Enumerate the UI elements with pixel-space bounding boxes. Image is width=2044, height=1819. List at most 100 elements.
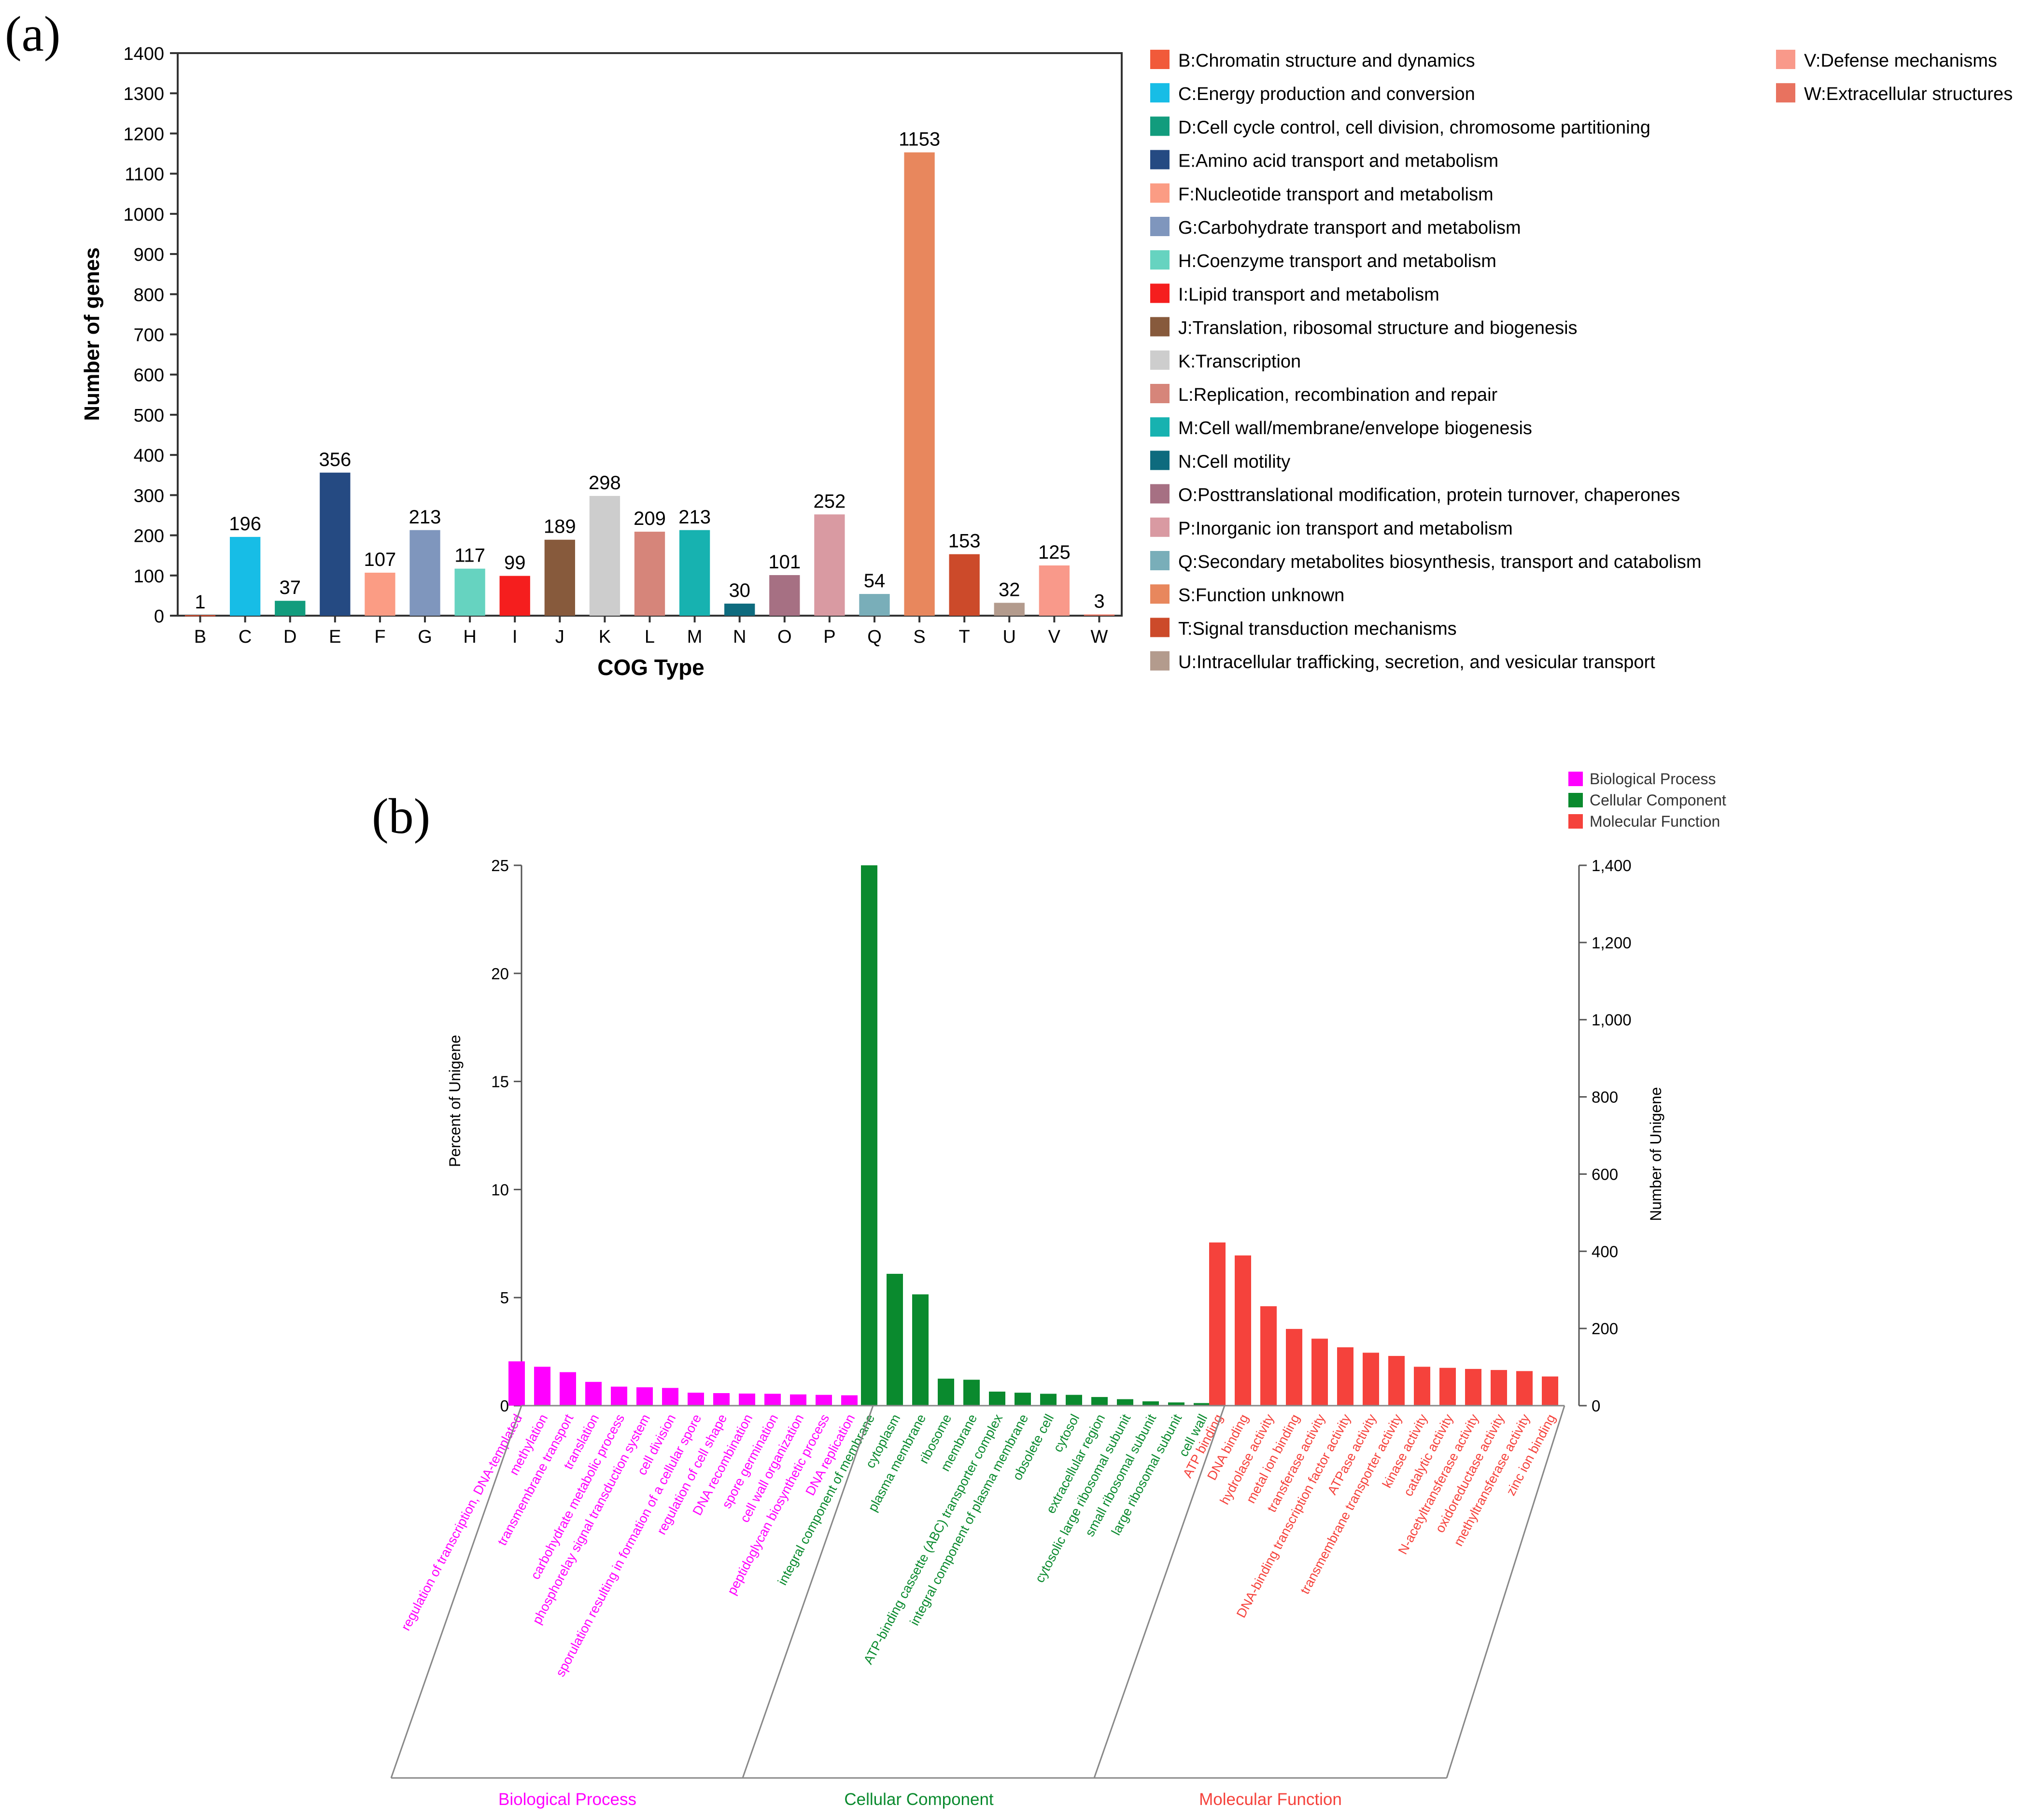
cog-bar-l (634, 532, 665, 616)
cog-legend-label-v: V:Defense mechanisms (1804, 51, 1997, 71)
go-bar-transferase-activity (1311, 1339, 1328, 1406)
cog-x-tick-label-u: U (1003, 627, 1016, 647)
cog-bar-t (949, 554, 980, 616)
cog-legend-swatch-f (1150, 183, 1170, 203)
go-left-tick-label: 10 (491, 1181, 509, 1199)
cog-bar-p (814, 514, 845, 616)
go-bar-carbohydrate-metabolic-process (611, 1386, 627, 1406)
go-right-tick-label: 600 (1592, 1165, 1618, 1183)
cog-legend-swatch-b (1150, 50, 1170, 69)
cog-legend-swatch-q (1150, 551, 1170, 570)
cog-value-label-g: 213 (409, 507, 441, 528)
cog-legend-label-j: J:Translation, ribosomal structure and b… (1178, 318, 1578, 338)
cog-value-label-i: 99 (504, 552, 526, 574)
panel-label-b: (b) (372, 789, 430, 844)
go-bar-transmembrane-transport (560, 1372, 576, 1406)
cog-y-tick-label: 900 (134, 245, 164, 265)
cog-bar-f (365, 572, 395, 616)
go-right-axis: 0 200 400 600 800 1,000 1,200 1,400 (1578, 857, 1632, 1415)
go-bar-dna-replication (841, 1395, 858, 1406)
cog-y-tick-label: 700 (134, 325, 164, 346)
cog-legend-label-p: P:Inorganic ion transport and metabolism (1178, 519, 1513, 539)
cog-x-axis-title: COG Type (597, 655, 705, 680)
cog-y-tick-label: 100 (134, 566, 164, 587)
go-legend: Biological Process Cellular Component Mole… (1568, 770, 1726, 830)
cog-value-label-c: 196 (229, 513, 261, 535)
cog-value-label-o: 101 (768, 551, 801, 573)
go-bar-spore-germination (764, 1394, 781, 1406)
go-bar-integral-component-of-membrane (861, 865, 877, 1406)
panel-label-a: (a) (5, 6, 60, 62)
go-group-labels: Biological Process Cellular Component Mo… (498, 1790, 1342, 1809)
cog-value-label-d: 37 (279, 577, 301, 598)
cog-legend-label-c: C:Energy production and conversion (1178, 84, 1475, 104)
cog-legend-swatch-c (1150, 83, 1170, 103)
cog-value-label-t: 153 (948, 531, 981, 552)
cog-legend-label-d: D:Cell cycle control, cell division, chr… (1178, 117, 1650, 138)
cog-value-label-e: 356 (319, 449, 351, 470)
cog-x-tick-label-s: S (913, 627, 925, 647)
go-bar-cell-wall-organization (790, 1394, 806, 1406)
go-bar-integral-component-of-plasma-membrane (1015, 1393, 1031, 1406)
go-bar-obsolete-cell (1040, 1394, 1057, 1406)
cog-legend-swatch-n (1150, 451, 1170, 470)
go-bar-regulation-of-cell-shape (713, 1393, 730, 1406)
cog-value-label-q: 54 (864, 570, 886, 592)
go-left-tick-label: 0 (500, 1397, 509, 1415)
go-bar-plasma-membrane (912, 1294, 929, 1406)
cog-bar-j (544, 539, 575, 616)
go-left-tick-label: 5 (500, 1289, 509, 1307)
cog-bars: 1 196 37 356 107 213 117 99 189 298 209 213 30 101 252… (184, 129, 1115, 617)
go-left-tick-label: 25 (491, 857, 509, 874)
go-group-label-biological-process: Biological Process (498, 1790, 636, 1809)
go-bar-methylation (534, 1367, 550, 1406)
go-perspective-base (390, 1405, 1565, 1779)
cog-value-label-l: 209 (634, 508, 666, 529)
cog-x-tick-label-g: G (418, 627, 432, 647)
go-left-tick-label: 15 (491, 1073, 509, 1091)
cog-legend-label-t: T:Signal transduction mechanisms (1178, 619, 1457, 639)
cog-x-tick-label-d: D (283, 627, 296, 647)
go-chart: Biological Process Cellular Component Mole… (390, 770, 1726, 1809)
cog-legend-label-b: B:Chromatin structure and dynamics (1178, 51, 1475, 71)
cog-x-tick-label-c: C (239, 627, 252, 647)
cog-y-tick-label: 600 (134, 366, 164, 386)
cog-legend-swatch-k (1150, 350, 1170, 370)
cog-legend-label-f: F:Nucleotide transport and metabolism (1178, 184, 1494, 205)
go-right-tick-label: 1,400 (1592, 857, 1632, 874)
cog-bar-h (454, 568, 485, 616)
cog-x-tick-label-h: H (463, 627, 476, 647)
go-group-label-cellular-component: Cellular Component (844, 1790, 994, 1809)
cog-bar-d (275, 601, 306, 616)
go-bar-catalytic-activity (1439, 1368, 1456, 1406)
cog-x-tick-label-i: I (512, 627, 518, 647)
cog-y-tick-label: 1000 (123, 205, 164, 225)
cog-legend-label-s: S:Function unknown (1178, 585, 1344, 606)
cog-bar-e (320, 472, 351, 616)
cog-legend-label-i: I:Lipid transport and metabolism (1178, 284, 1439, 305)
cog-bar-n (724, 604, 755, 616)
go-bar-dna-recombination (739, 1393, 755, 1406)
cog-x-tick-label-p: P (823, 627, 835, 647)
go-bar-atp-binding-cassette-abc-transporter-complex (989, 1391, 1005, 1406)
cog-legend-label-u: U:Intracellular trafficking, secretion, … (1178, 652, 1655, 673)
go-group-label-molecular-function: Molecular Function (1199, 1790, 1342, 1809)
cog-x-tick-label-k: K (599, 627, 611, 647)
cog-legend-label-k: K:Transcription (1178, 352, 1301, 372)
cog-x-tick-label-e: E (329, 627, 341, 647)
cog-value-label-f: 107 (364, 549, 396, 570)
cog-y-tick-label: 1400 (123, 44, 164, 64)
go-y2-axis-title: Number of Unigene (1647, 1087, 1664, 1221)
cog-legend-label-h: H:Coenzyme transport and metabolism (1178, 251, 1496, 271)
cog-legend-label-e: E:Amino acid transport and metabolism (1178, 151, 1498, 171)
go-right-tick-label: 1,000 (1592, 1011, 1632, 1029)
go-right-tick-label: 800 (1592, 1088, 1618, 1106)
cog-x-tick-label-t: T (959, 627, 970, 647)
cog-legend-swatch-t (1150, 618, 1170, 637)
cog-legend-label-o: O:Posttranslational modification, protei… (1178, 485, 1680, 506)
go-bar-kinase-activity (1414, 1367, 1430, 1406)
cog-legend-swatch-p (1150, 517, 1170, 537)
cog-y-tick-label: 200 (134, 526, 164, 547)
go-bar-methyltransferase-activity (1516, 1371, 1533, 1406)
